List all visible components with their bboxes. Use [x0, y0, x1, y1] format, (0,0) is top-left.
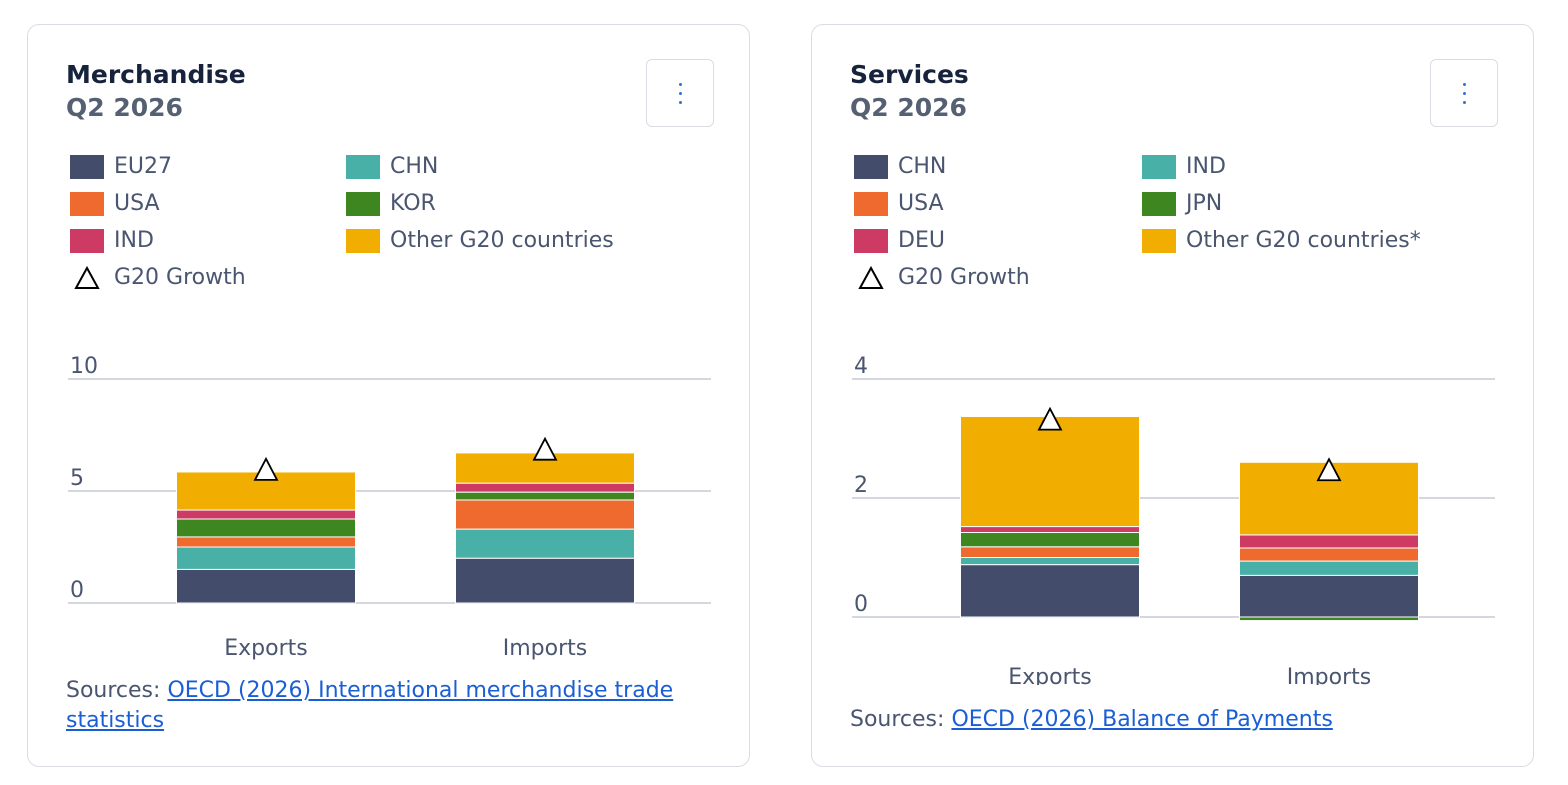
legend-swatch: [346, 192, 380, 216]
legend-label: USA: [898, 191, 944, 216]
chart-menu-button[interactable]: [646, 59, 714, 127]
bar-segment: [455, 557, 635, 604]
legend-swatch: [854, 192, 888, 216]
kebab-menu-icon: [1462, 82, 1466, 104]
legend-item-deu[interactable]: DEU: [854, 227, 945, 255]
y-tick-label: 10: [70, 354, 98, 379]
bar-segment: [176, 546, 356, 570]
legend-item-usa[interactable]: USA: [70, 190, 160, 218]
bar-segment: [455, 499, 635, 530]
growth-marker: [532, 436, 558, 461]
sources-prefix: Sources:: [850, 707, 952, 732]
legend-item-other-g20[interactable]: Other G20 countries*: [1142, 227, 1421, 255]
growth-marker: [1037, 406, 1063, 431]
card-title: Services: [850, 60, 969, 89]
kebab-menu-icon: [678, 82, 682, 104]
bar-segment: [455, 482, 635, 493]
legend-label: IND: [114, 228, 154, 253]
legend-swatch: [70, 229, 104, 253]
legend: EU27 CHN USA KOR IND Other G20 countries…: [70, 153, 670, 303]
bar-segment: [960, 415, 1140, 528]
sources-link[interactable]: OECD (2026) International merchandise tr…: [66, 678, 674, 733]
legend-item-chn[interactable]: CHN: [854, 153, 946, 181]
bar-segment: [1239, 534, 1419, 549]
legend-swatch: [346, 229, 380, 253]
legend-label: IND: [1186, 154, 1226, 179]
legend-label: G20 Growth: [114, 265, 246, 290]
legend-item-kor[interactable]: KOR: [346, 190, 436, 218]
y-tick-label: 2: [854, 473, 868, 498]
legend-item-jpn[interactable]: JPN: [1142, 190, 1222, 218]
legend-item-ind[interactable]: IND: [1142, 153, 1226, 181]
bar-segment: [960, 564, 1140, 618]
merchandise-card: Merchandise Q2 2026 EU27 CHN USA KOR IND…: [27, 24, 750, 767]
legend-item-other-g20[interactable]: Other G20 countries: [346, 227, 614, 255]
x-tick-label: Exports: [1008, 665, 1091, 685]
bar-segment: [176, 518, 356, 538]
bar-segment: [176, 536, 356, 548]
legend-item-g20-growth[interactable]: G20 Growth: [70, 264, 246, 292]
legend-label: Other G20 countries*: [1186, 228, 1421, 253]
legend-item-g20-growth[interactable]: G20 Growth: [854, 264, 1030, 292]
bar-segment: [1239, 560, 1419, 576]
legend-swatch: [854, 229, 888, 253]
legend-label: USA: [114, 191, 160, 216]
x-tick-label: Exports: [224, 636, 307, 661]
bar-segment: [960, 557, 1140, 566]
card-subtitle: Q2 2026: [66, 93, 183, 122]
sources-prefix: Sources:: [66, 678, 168, 703]
legend-swatch: [70, 155, 104, 179]
triangle-icon: [858, 266, 884, 289]
y-tick-label: 0: [70, 578, 84, 603]
legend-label: Other G20 countries: [390, 228, 614, 253]
merchandise-chart: 0 5 10 Exports Imports: [68, 354, 711, 661]
bar-segment: [960, 532, 1140, 548]
bar-segment: [455, 528, 635, 559]
legend-item-usa[interactable]: USA: [854, 190, 944, 218]
growth-marker: [1316, 457, 1342, 482]
legend: CHN IND USA JPN DEU Other G20 countries*…: [854, 153, 1454, 303]
legend-swatch: [1142, 192, 1176, 216]
legend-label: EU27: [114, 154, 172, 179]
bar-segment: [455, 491, 635, 501]
card-subtitle: Q2 2026: [850, 93, 967, 122]
x-tick-label: Imports: [1287, 665, 1371, 685]
sources-note: Sources: OECD (2026) Balance of Payments: [850, 705, 1510, 735]
bar-segment: [1239, 616, 1419, 622]
legend-label: CHN: [898, 154, 947, 179]
legend-swatch: [1142, 155, 1176, 179]
legend-swatch: [70, 192, 104, 216]
x-tick-label: Imports: [503, 636, 587, 661]
bar-segment: [176, 509, 356, 520]
legend-label: G20 Growth: [898, 265, 1030, 290]
services-chart: 0 2 4 Exports Imports: [852, 354, 1495, 685]
legend-label: DEU: [898, 228, 945, 253]
legend-label: JPN: [1186, 191, 1223, 216]
services-card: Services Q2 2026 CHN IND USA JPN DEU Oth…: [811, 24, 1534, 767]
legend-item-chn[interactable]: CHN: [346, 153, 438, 181]
growth-marker: [253, 456, 279, 481]
sources-link[interactable]: OECD (2026) Balance of Payments: [951, 707, 1333, 732]
legend-swatch: [346, 155, 380, 179]
legend-swatch: [854, 155, 888, 179]
triangle-icon: [74, 266, 100, 289]
bar-segment: [960, 526, 1140, 534]
bar-segment: [1239, 574, 1419, 618]
legend-swatch: [1142, 229, 1176, 253]
y-tick-label: 0: [854, 592, 868, 617]
legend-label: KOR: [390, 191, 436, 216]
bar-segment: [960, 546, 1140, 558]
sources-note: Sources: OECD (2026) International merch…: [66, 676, 726, 736]
chart-menu-button[interactable]: [1430, 59, 1498, 127]
bar-segment: [1239, 547, 1419, 562]
card-title: Merchandise: [66, 60, 246, 89]
y-tick-label: 5: [70, 466, 84, 491]
legend-item-ind[interactable]: IND: [70, 227, 154, 255]
legend-label: CHN: [390, 154, 439, 179]
y-tick-label: 4: [854, 354, 868, 379]
bar-segment: [176, 568, 356, 604]
legend-item-eu27[interactable]: EU27: [70, 153, 172, 181]
